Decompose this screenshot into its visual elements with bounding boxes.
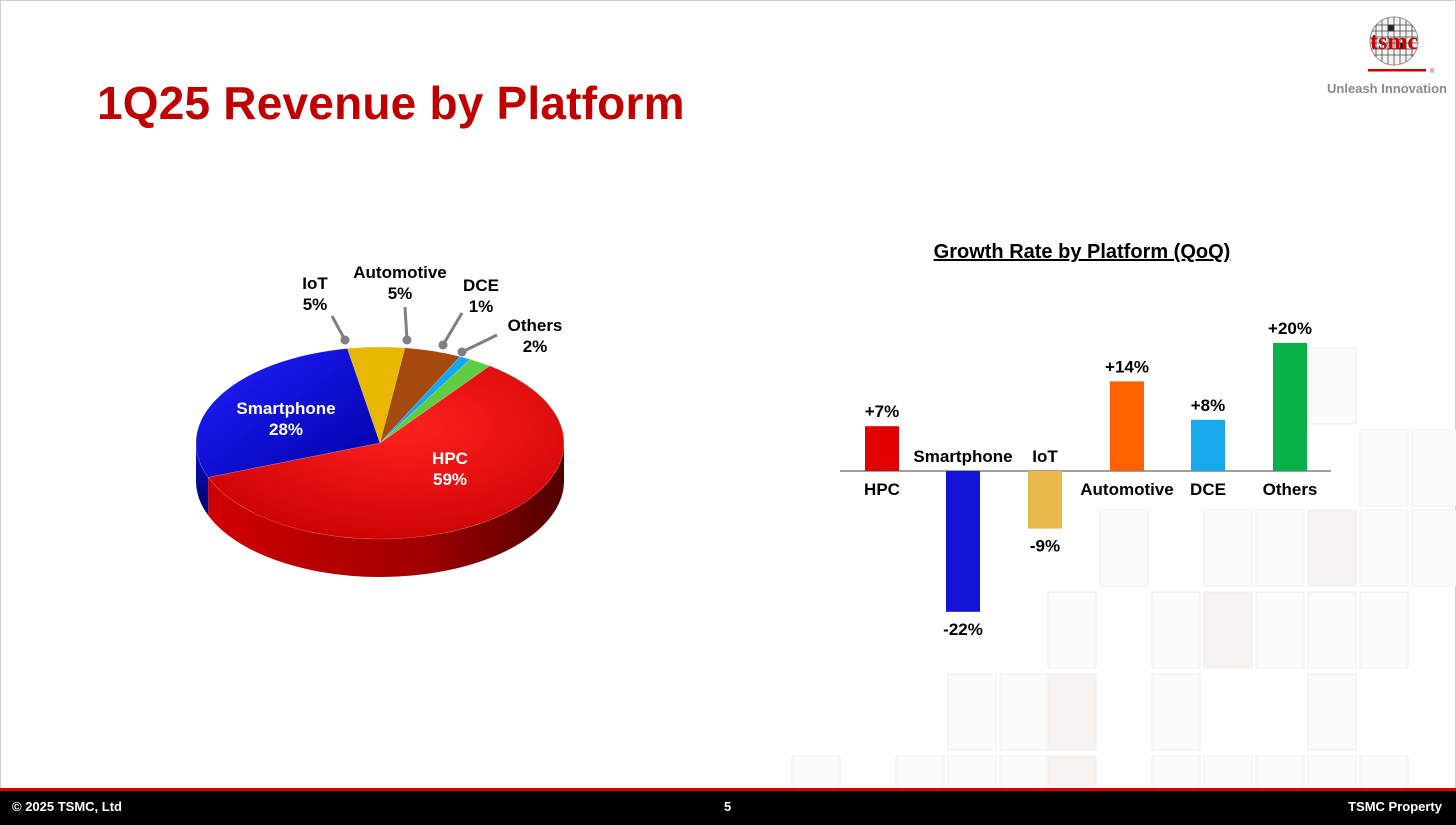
pie-slice-automotive: [379, 347, 461, 444]
bar-shade-dce: [1191, 420, 1225, 471]
pie-side-smartphone-left: [196, 443, 209, 516]
deco-square: [947, 755, 997, 790]
deco-square: [1203, 755, 1253, 790]
deco-square: [1307, 673, 1357, 751]
growth-bar-chart: +7% HPC -22% Smartphone -9% IoT +14% Automotive…: [840, 319, 1331, 639]
deco-square: [1359, 509, 1409, 587]
bar-category-smartphone: Smartphone: [913, 447, 1012, 466]
decorative-grid-pattern: [791, 347, 1456, 790]
pie-label-smartphone: Smartphone: [236, 399, 335, 418]
deco-square: [1359, 755, 1409, 790]
pie-label-dce: DCE: [463, 276, 499, 295]
bar-iot: [1028, 471, 1062, 529]
bar-shade-others: [1273, 343, 1307, 471]
bar-category-dce: DCE: [1190, 480, 1226, 499]
deco-square: [1411, 509, 1456, 587]
bar-automotive: [1110, 381, 1144, 471]
bar-shade-iot: [1028, 471, 1062, 529]
pie-value-others: 2%: [523, 337, 548, 356]
pie-slice-hpc: [207, 365, 565, 540]
deco-square: [1255, 755, 1305, 790]
bar-hpc: [865, 426, 899, 471]
deco-square: [999, 673, 1049, 751]
deco-square: [1307, 347, 1357, 425]
deco-square: [1099, 509, 1149, 587]
footer-bar: © 2025 TSMC, Ltd 5 TSMC Property: [0, 791, 1456, 825]
deco-square: [1203, 509, 1253, 587]
pie-value-iot: 5%: [303, 295, 328, 314]
logo-text: tsmc: [1370, 29, 1418, 55]
pie-label-hpc: HPC: [432, 449, 468, 468]
deco-square: [1203, 591, 1253, 669]
deco-square: [1307, 591, 1357, 669]
bar-others: [1273, 343, 1307, 471]
growth-chart-title: Growth Rate by Platform (QoQ): [934, 241, 1231, 263]
leader-dot-others: [457, 347, 467, 357]
deco-square: [1255, 509, 1305, 587]
deco-square: [1307, 755, 1357, 790]
deco-square: [1047, 755, 1097, 790]
leader-line-dce: [441, 312, 464, 346]
pie-slice-smartphone: [195, 348, 381, 478]
bar-value-others: +20%: [1268, 319, 1312, 338]
deco-square: [1047, 673, 1097, 751]
bar-shade-hpc: [865, 426, 899, 471]
pie-slice-dce: [379, 356, 471, 444]
deco-square: [1359, 591, 1409, 669]
pie-slice-iot: [347, 346, 406, 445]
bar-value-iot: -9%: [1030, 537, 1060, 556]
deco-square: [791, 755, 841, 790]
leader-dot-automotive: [402, 335, 412, 345]
deco-square: [1151, 755, 1201, 790]
pie-value-smartphone: 28%: [269, 420, 303, 439]
pie-side-hpc: [208, 443, 565, 578]
bar-value-automotive: +14%: [1105, 357, 1149, 376]
bar-smartphone: [946, 471, 980, 612]
deco-square: [999, 755, 1049, 790]
revenue-pie-chart: HPC 59% Smartphone 28% IoT 5% Automotive 5% DCE 1…: [195, 263, 565, 578]
bar-shade-smartphone: [946, 471, 980, 612]
deco-square: [1151, 673, 1201, 751]
deco-square: [1047, 591, 1097, 669]
leader-line-automotive: [403, 306, 409, 341]
footer-property: TSMC Property: [1348, 799, 1442, 814]
deco-square: [1151, 591, 1201, 669]
leader-dot-iot: [340, 335, 350, 345]
pie-slice-others: [379, 359, 491, 444]
charts-canvas: HPC 59% Smartphone 28% IoT 5% Automotive 5% DCE 1…: [195, 241, 1331, 639]
bar-dce: [1191, 419, 1225, 471]
logo-tagline: Unleash Innovation: [1327, 81, 1447, 96]
footer-copyright: © 2025 TSMC, Ltd: [12, 799, 122, 814]
bar-category-iot: IoT: [1032, 447, 1058, 466]
deco-square: [1359, 429, 1409, 507]
deco-square: [947, 673, 997, 751]
bar-category-others: Others: [1263, 480, 1318, 499]
bar-value-hpc: +7%: [865, 402, 900, 421]
pie-value-hpc: 59%: [433, 470, 467, 489]
bar-shade-automotive: [1110, 381, 1144, 471]
footer-accent-line: [0, 788, 1456, 791]
pie-value-automotive: 5%: [388, 284, 413, 303]
bar-category-hpc: HPC: [864, 480, 900, 499]
deco-square: [1307, 509, 1357, 587]
deco-square: [895, 755, 945, 790]
leader-line-others: [461, 333, 498, 354]
pie-label-others: Others: [508, 316, 563, 335]
page-number: 5: [724, 799, 732, 814]
bar-value-smartphone: -22%: [943, 620, 983, 639]
deco-square: [1411, 429, 1456, 507]
tsmc-logo: tsmc ®: [1368, 16, 1435, 75]
bar-value-dce: +8%: [1191, 396, 1226, 415]
pie-label-iot: IoT: [302, 274, 328, 293]
pie-label-automotive: Automotive: [353, 263, 447, 282]
leader-line-iot: [330, 315, 347, 341]
pie-value-dce: 1%: [469, 297, 494, 316]
bar-category-automotive: Automotive: [1080, 480, 1174, 499]
leader-dot-dce: [438, 340, 448, 350]
svg-text:®: ®: [1430, 68, 1435, 75]
slide-title: 1Q25 Revenue by Platform: [97, 77, 685, 129]
deco-square: [1255, 591, 1305, 669]
